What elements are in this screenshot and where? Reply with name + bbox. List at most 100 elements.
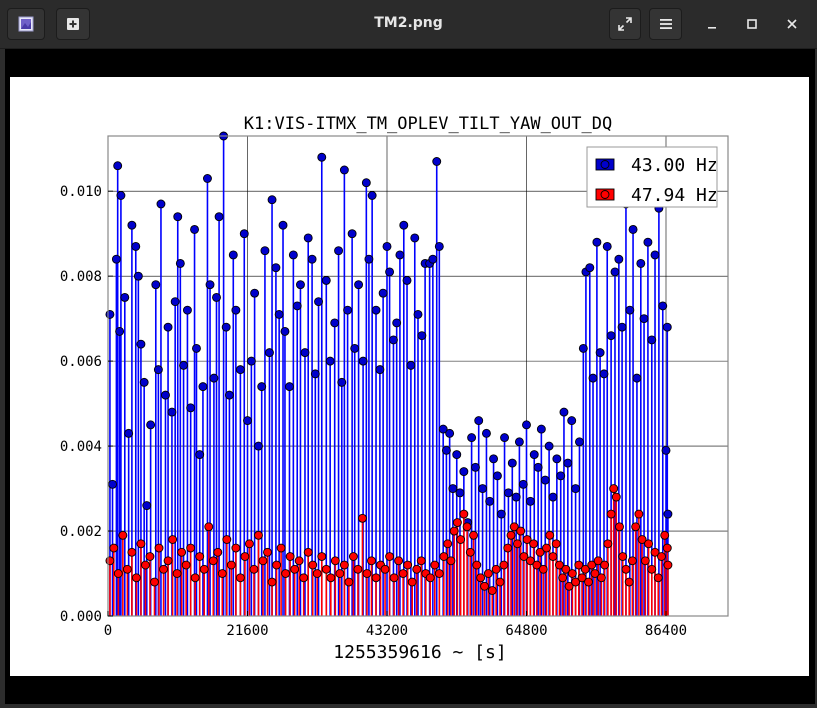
image-viewer-icon: [18, 16, 34, 32]
series-43hz-point: [514, 437, 524, 447]
maximize-button[interactable]: [740, 12, 764, 36]
series-47hz-point: [663, 560, 673, 570]
series-47hz-point: [640, 556, 650, 566]
series-43hz-point: [567, 416, 577, 426]
series-43hz-point: [136, 339, 146, 349]
fullscreen-button[interactable]: [609, 8, 641, 40]
series-47hz-point: [122, 564, 132, 574]
app-menu-button[interactable]: [7, 8, 45, 40]
series-47hz-point: [456, 535, 466, 544]
series-43hz-point: [221, 322, 231, 332]
series-47hz-point: [439, 552, 449, 561]
series-43hz-point: [267, 195, 277, 205]
series-43hz-point: [190, 225, 199, 234]
series-47hz-point: [535, 547, 545, 557]
minimize-button[interactable]: [700, 12, 724, 36]
y-tick-label: 0.010: [60, 184, 102, 200]
series-47hz-point: [425, 573, 435, 583]
series-43hz-point: [274, 309, 284, 319]
series-43hz-point: [632, 373, 642, 383]
series-43hz-point: [161, 390, 170, 400]
series-47hz-point: [109, 543, 119, 553]
series-43hz-point: [310, 369, 320, 379]
series-47hz-point: [371, 573, 381, 583]
hamburger-menu-icon: [659, 19, 672, 29]
series-43hz-point: [647, 335, 657, 345]
series-43hz-point: [529, 450, 539, 460]
series-43hz-point: [239, 229, 249, 239]
series-47hz-point: [611, 492, 621, 502]
series-47hz-point: [150, 577, 159, 587]
chart: 0 21600 43200 64800 86400 0.000 0.002 0.004 0.00…: [60, 114, 729, 663]
series-43hz-point: [111, 254, 121, 264]
series-43hz-point: [536, 424, 546, 434]
plot-frame: [107, 135, 729, 617]
series-47hz-point: [367, 556, 376, 566]
series-43hz-point: [507, 458, 517, 468]
series-43hz-point: [595, 348, 605, 358]
y-tick-label: 0.004: [60, 439, 102, 455]
y-tick-label: 0.000: [60, 609, 102, 625]
close-icon: [787, 19, 797, 29]
series-43hz-point: [525, 496, 535, 506]
series-47hz-point: [634, 509, 644, 519]
series-43hz-point: [182, 305, 192, 315]
series-47hz-point: [472, 560, 482, 570]
series-47hz-point: [168, 535, 178, 544]
series-47hz-point: [647, 564, 657, 574]
close-button[interactable]: [780, 12, 804, 36]
series-43hz-point: [511, 492, 521, 502]
series-47hz-point: [452, 518, 462, 527]
series-43hz-point: [151, 280, 161, 290]
series-47hz-point: [231, 543, 241, 553]
series-43hz-point: [153, 365, 163, 375]
series-43hz-point: [195, 450, 205, 460]
series-43hz-point: [375, 365, 385, 375]
menu-button[interactable]: [649, 8, 682, 40]
series-43hz-point: [285, 382, 294, 392]
series-43hz-point: [663, 509, 673, 519]
series-47hz-point: [509, 522, 519, 532]
series-43hz-point: [243, 416, 252, 426]
series-43hz-point: [428, 254, 438, 264]
series-47hz-point: [127, 547, 137, 557]
series-47hz-point: [516, 526, 526, 536]
series-47hz-point: [596, 573, 606, 583]
new-tab-button[interactable]: [56, 8, 90, 40]
series-43hz-point: [441, 445, 451, 455]
series-47hz-point: [657, 552, 666, 561]
series-47hz-point: [276, 543, 286, 553]
series-43hz-point: [105, 309, 115, 319]
series-47hz-point: [235, 573, 245, 583]
series-43hz-point: [445, 428, 455, 438]
x-tick-label: 43200: [366, 623, 408, 639]
series-43hz-point: [231, 305, 241, 315]
series-47hz-point: [213, 547, 223, 557]
series-47hz-point: [339, 560, 349, 570]
series-43hz-point: [364, 254, 374, 264]
series-43hz-point: [142, 501, 152, 511]
series-47hz-point: [249, 564, 259, 574]
series-43hz-point: [205, 280, 215, 290]
chart-title: K1:VIS-ITMX_TM_OPLEV_TILT_YAW_OUT_DQ: [244, 114, 612, 134]
series-43hz-point: [307, 254, 317, 264]
series-47hz-point: [195, 552, 205, 561]
series-43hz-point: [343, 305, 353, 315]
series-47hz-point: [538, 564, 548, 574]
series-43hz-point: [478, 484, 488, 494]
series-47hz-point: [519, 552, 529, 561]
series-47hz-point: [587, 560, 597, 570]
series-47hz-point: [303, 547, 313, 557]
series-47hz-point: [624, 577, 634, 587]
series-43hz-point: [467, 433, 477, 443]
series-43hz-point: [198, 382, 208, 392]
legend-marker: [600, 160, 610, 169]
series-47hz-point: [204, 522, 214, 532]
series-43hz-point: [588, 373, 598, 383]
series-43hz-point: [288, 250, 298, 260]
series-43hz-point: [224, 390, 234, 400]
series-43hz-point: [212, 292, 221, 302]
series-43hz-point: [563, 458, 573, 468]
series-43hz-point: [392, 318, 402, 328]
legend-label: 47.94 Hz: [631, 185, 718, 206]
